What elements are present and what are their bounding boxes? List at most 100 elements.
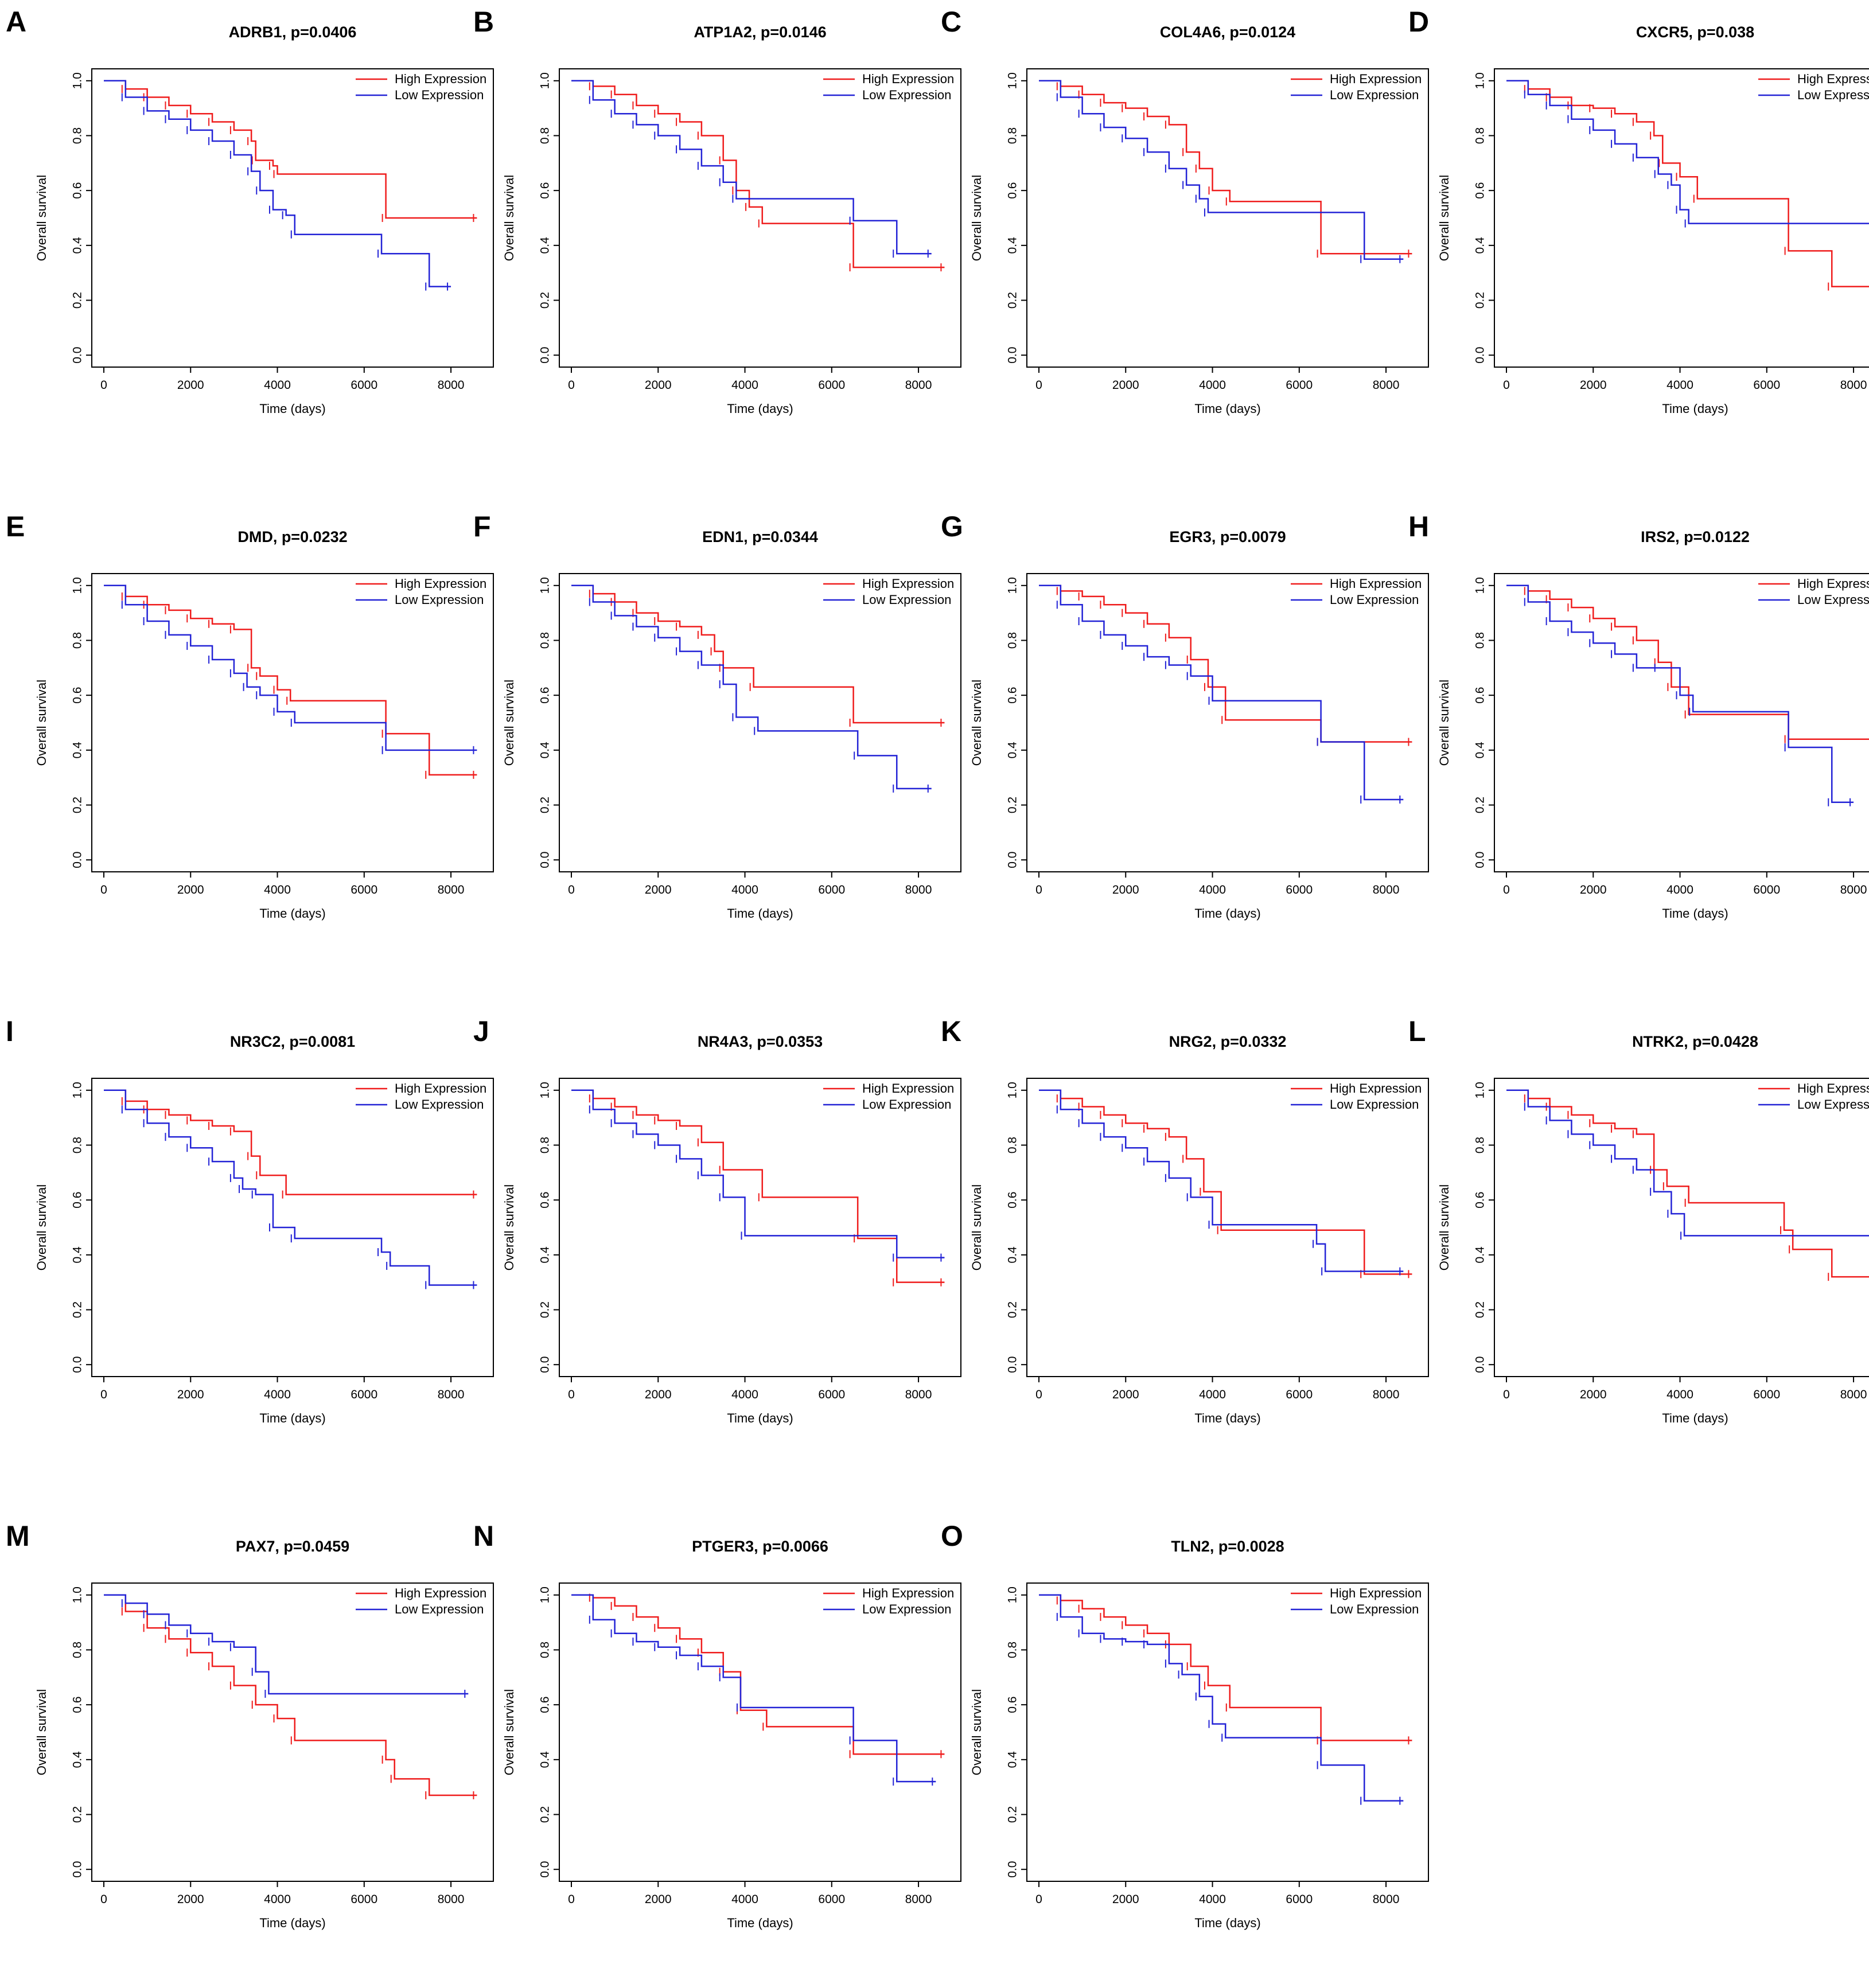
high-expression-curve: [1039, 584, 1412, 743]
chart-title: PTGER3, p=0.0066: [692, 1538, 828, 1555]
x-axis-label: Time (days): [259, 906, 325, 921]
plot-frame: [559, 573, 961, 872]
panel-n: N PTGER3, p=0.0066 0 2000 4000 6000 8000 0.0 0.2…: [473, 1520, 961, 1930]
high-expression-curve: [1039, 1089, 1412, 1275]
legend-label-high-expression: High Expression: [1797, 72, 1869, 86]
y-tick-label: 0.2: [539, 1301, 552, 1318]
legend-label-low-expression: Low Expression: [1330, 1602, 1419, 1616]
legend-label-high-expression: High Expression: [862, 1586, 954, 1600]
y-tick-label: 0.0: [1474, 852, 1487, 868]
y-tick-label: 0.4: [71, 237, 84, 254]
low-expression-curve: [104, 1594, 469, 1695]
chart-title: ATP1A2, p=0.0146: [694, 24, 826, 41]
x-tick-label: 8000: [1373, 1893, 1400, 1906]
x-tick-label: 4000: [731, 1388, 758, 1401]
plot-frame: [559, 1078, 961, 1377]
chart-title: COL4A6, p=0.0124: [1160, 24, 1295, 41]
x-axis-label: Time (days): [259, 1916, 325, 1930]
y-tick-label: 0.0: [71, 1356, 84, 1373]
y-tick-label: 0.6: [71, 182, 84, 199]
y-tick-label: 1.0: [1006, 72, 1019, 89]
x-tick-label: 6000: [351, 883, 377, 896]
y-tick-label: 0.4: [1006, 1246, 1019, 1264]
low-expression-curve: [1039, 1594, 1404, 1802]
y-tick-label: 1.0: [1474, 577, 1487, 594]
x-tick-label: 4000: [731, 883, 758, 896]
plot-frame: [1026, 68, 1429, 368]
x-axis-label: Time (days): [727, 402, 793, 416]
y-tick-label: 1.0: [1006, 1082, 1019, 1098]
x-tick-label: 4000: [264, 1893, 291, 1906]
panel-letter: K: [941, 1015, 961, 1047]
high-expression-curve: [571, 1594, 945, 1755]
high-expression-curve: [1039, 1594, 1412, 1741]
panel-e: E DMD, p=0.0232 0 2000 4000 6000 8000 0.0 0.2 0.4…: [6, 510, 494, 921]
legend-label-low-expression: Low Expression: [862, 1097, 951, 1112]
x-tick-label: 4000: [731, 1893, 758, 1906]
x-tick-label: 2000: [645, 379, 672, 392]
low-expression-curve: [571, 584, 932, 790]
y-tick-label: 0.4: [1474, 742, 1487, 759]
panel-letter: B: [473, 6, 494, 38]
y-tick-label: 0.2: [1006, 797, 1019, 813]
high-expression-curve: [571, 584, 945, 724]
panel-m: M PAX7, p=0.0459 0 2000 4000 6000 8000 0.0 0.2 0.…: [6, 1520, 494, 1930]
x-axis-label: Time (days): [1194, 1916, 1260, 1930]
y-axis-label: Overall survival: [1437, 680, 1451, 766]
x-tick-label: 6000: [818, 1388, 845, 1401]
y-tick-label: 0.2: [71, 1301, 84, 1318]
legend-label-low-expression: Low Expression: [862, 1602, 951, 1616]
x-tick-label: 6000: [818, 883, 845, 896]
chart-title: CXCR5, p=0.038: [1636, 24, 1754, 41]
y-axis-label: Overall survival: [1437, 1184, 1451, 1270]
legend-label-high-expression: High Expression: [1330, 1081, 1422, 1096]
y-tick-label: 0.2: [1006, 292, 1019, 309]
high-expression-curve: [104, 1594, 477, 1796]
y-axis-label: Overall survival: [502, 175, 516, 261]
x-axis-label: Time (days): [727, 906, 793, 921]
chart-title: TLN2, p=0.0028: [1171, 1538, 1284, 1555]
y-tick-label: 0.0: [1006, 1861, 1019, 1878]
x-tick-label: 2000: [1112, 883, 1139, 896]
panel-a: A ADRB1, p=0.0406 0 2000 4000 6000 8000 0.0 0.2 0…: [6, 6, 494, 416]
chart-title: IRS2, p=0.0122: [1641, 528, 1750, 545]
x-axis-label: Time (days): [727, 1916, 793, 1930]
x-tick-label: 6000: [1753, 883, 1780, 896]
legend-label-high-expression: High Expression: [395, 1586, 486, 1600]
y-tick-label: 0.4: [1006, 742, 1019, 759]
y-tick-label: 0.0: [1006, 852, 1019, 868]
x-tick-label: 6000: [1753, 1388, 1780, 1401]
y-tick-label: 0.6: [1474, 687, 1487, 704]
panel-letter: G: [941, 510, 963, 543]
y-tick-label: 0.4: [71, 1246, 84, 1264]
y-tick-label: 0.0: [1006, 1356, 1019, 1373]
low-expression-curve: [104, 80, 451, 287]
x-tick-label: 4000: [264, 883, 291, 896]
y-tick-label: 0.4: [71, 1751, 84, 1768]
y-tick-label: 0.8: [1006, 1642, 1019, 1658]
high-expression-curve: [571, 80, 945, 268]
x-tick-label: 2000: [177, 883, 204, 896]
x-tick-label: 0: [100, 1388, 107, 1401]
panel-k: K NRG2, p=0.0332 0 2000 4000 6000 8000 0.0 0.2 0.…: [941, 1015, 1429, 1425]
legend-label-low-expression: Low Expression: [395, 592, 484, 607]
chart-title: NR3C2, p=0.0081: [230, 1033, 355, 1050]
x-tick-label: 8000: [1840, 1388, 1867, 1401]
x-tick-label: 2000: [177, 379, 204, 392]
y-tick-label: 1.0: [1006, 1586, 1019, 1603]
x-tick-label: 2000: [1580, 1388, 1607, 1401]
x-tick-label: 0: [1503, 883, 1510, 896]
chart-title: EGR3, p=0.0079: [1169, 528, 1286, 545]
plot-frame: [91, 68, 494, 368]
legend-label-low-expression: Low Expression: [1797, 88, 1869, 102]
y-tick-label: 0.0: [1474, 347, 1487, 364]
legend-label-low-expression: Low Expression: [1330, 592, 1419, 607]
legend-label-high-expression: High Expression: [1797, 1081, 1869, 1096]
y-axis-label: Overall survival: [969, 680, 984, 766]
x-tick-label: 2000: [1112, 379, 1139, 392]
y-tick-label: 0.8: [71, 632, 84, 649]
high-expression-curve: [1039, 80, 1412, 255]
chart-title: ADRB1, p=0.0406: [229, 24, 357, 41]
y-tick-label: 0.4: [539, 1751, 552, 1768]
